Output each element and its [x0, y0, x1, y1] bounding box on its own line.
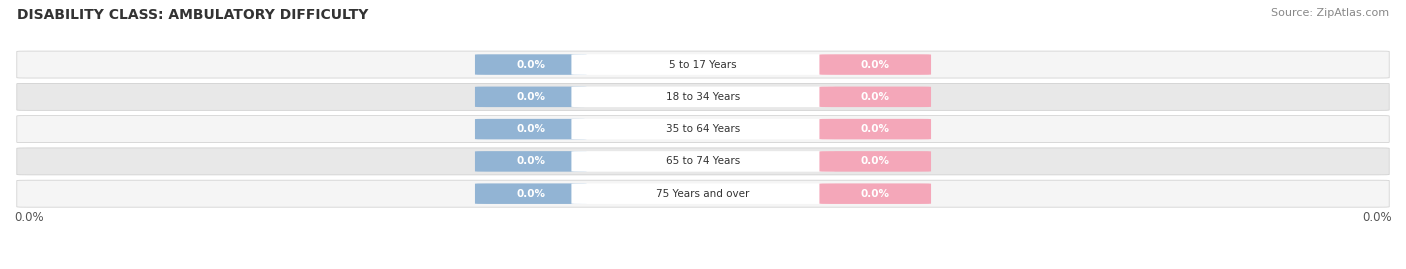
- Text: Source: ZipAtlas.com: Source: ZipAtlas.com: [1271, 8, 1389, 18]
- Text: 0.0%: 0.0%: [516, 156, 546, 167]
- FancyBboxPatch shape: [475, 183, 586, 204]
- FancyBboxPatch shape: [475, 151, 586, 172]
- Text: 0.0%: 0.0%: [860, 124, 890, 134]
- Text: 5 to 17 Years: 5 to 17 Years: [669, 59, 737, 70]
- Legend: Male, Female: Male, Female: [634, 266, 772, 269]
- Text: 18 to 34 Years: 18 to 34 Years: [666, 92, 740, 102]
- Text: 0.0%: 0.0%: [516, 124, 546, 134]
- FancyBboxPatch shape: [17, 51, 1389, 78]
- Text: 0.0%: 0.0%: [860, 59, 890, 70]
- Text: 0.0%: 0.0%: [14, 211, 44, 224]
- Text: 0.0%: 0.0%: [516, 92, 546, 102]
- FancyBboxPatch shape: [571, 87, 835, 107]
- FancyBboxPatch shape: [475, 87, 586, 107]
- Text: 0.0%: 0.0%: [516, 59, 546, 70]
- FancyBboxPatch shape: [571, 119, 835, 139]
- FancyBboxPatch shape: [820, 119, 931, 139]
- FancyBboxPatch shape: [17, 116, 1389, 143]
- FancyBboxPatch shape: [571, 183, 835, 204]
- FancyBboxPatch shape: [17, 148, 1389, 175]
- Text: 0.0%: 0.0%: [516, 189, 546, 199]
- Text: 65 to 74 Years: 65 to 74 Years: [666, 156, 740, 167]
- FancyBboxPatch shape: [475, 54, 586, 75]
- FancyBboxPatch shape: [571, 54, 835, 75]
- FancyBboxPatch shape: [17, 180, 1389, 207]
- Text: 75 Years and over: 75 Years and over: [657, 189, 749, 199]
- Text: 0.0%: 0.0%: [860, 156, 890, 167]
- FancyBboxPatch shape: [571, 151, 835, 172]
- Text: DISABILITY CLASS: AMBULATORY DIFFICULTY: DISABILITY CLASS: AMBULATORY DIFFICULTY: [17, 8, 368, 22]
- FancyBboxPatch shape: [820, 87, 931, 107]
- FancyBboxPatch shape: [475, 119, 586, 139]
- FancyBboxPatch shape: [17, 83, 1389, 110]
- Text: 35 to 64 Years: 35 to 64 Years: [666, 124, 740, 134]
- Text: 0.0%: 0.0%: [860, 92, 890, 102]
- FancyBboxPatch shape: [820, 54, 931, 75]
- Text: 0.0%: 0.0%: [1362, 211, 1392, 224]
- Text: 0.0%: 0.0%: [860, 189, 890, 199]
- FancyBboxPatch shape: [820, 183, 931, 204]
- FancyBboxPatch shape: [820, 151, 931, 172]
